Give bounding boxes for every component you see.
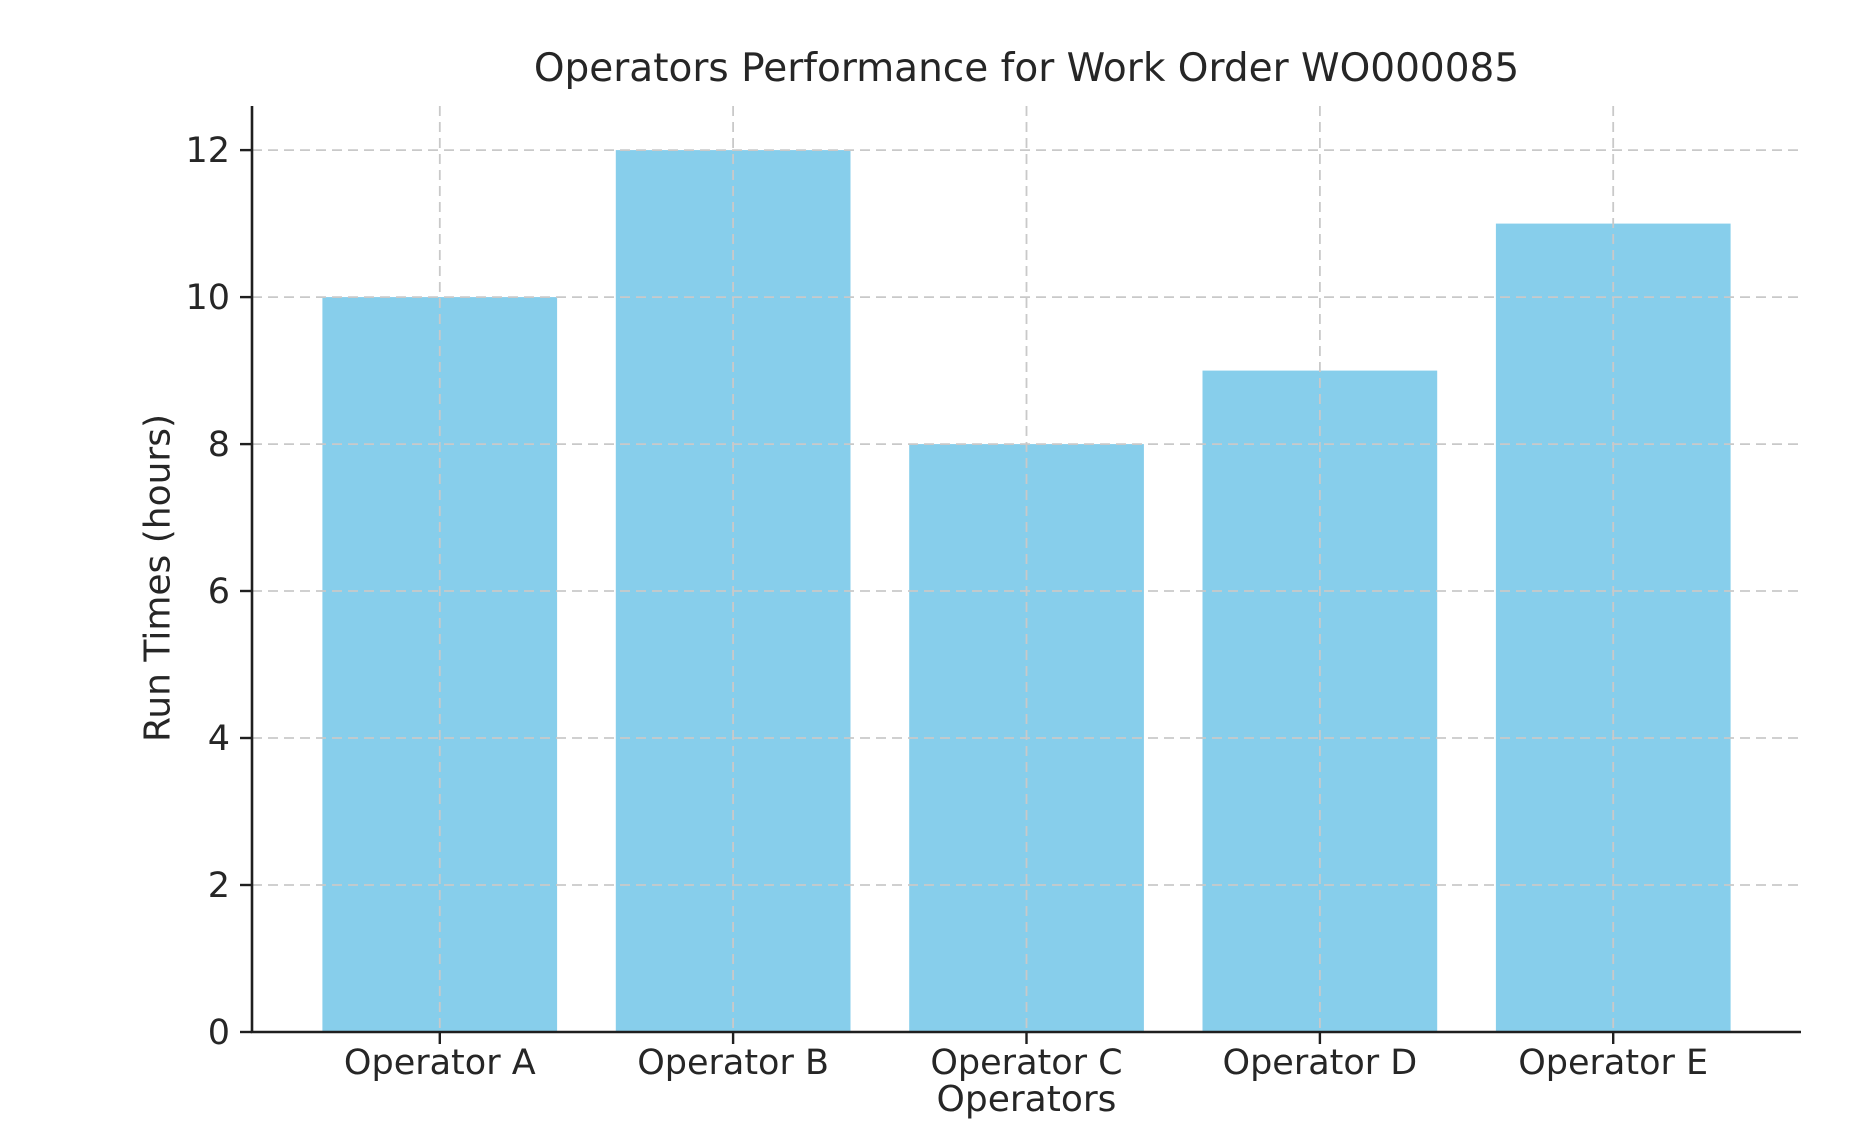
x-tick-label: Operator D [1223, 1043, 1418, 1083]
y-tick-label: 8 [208, 425, 230, 465]
y-tick-label: 2 [208, 866, 230, 906]
bar-operator-a [322, 297, 558, 1033]
tick-marks [240, 148, 1615, 1044]
tick-labels: 0 2 4 6 8 10 12 Operator A Operator B Operator C O… [185, 131, 1708, 1083]
chart-title: Operators Performance for Work Order WO0… [533, 46, 1520, 91]
x-axis-label: Operators [936, 1079, 1117, 1120]
y-tick-label: 4 [208, 719, 230, 759]
x-tick-label: Operator C [930, 1043, 1122, 1083]
y-tick-label: 6 [208, 572, 230, 612]
x-tick-label: Operator A [344, 1043, 536, 1083]
y-tick-label: 12 [185, 131, 230, 171]
y-tick-label: 10 [185, 278, 230, 318]
x-tick-label: Operator E [1518, 1043, 1708, 1083]
x-tick-label: Operator B [637, 1043, 829, 1083]
gridlines [252, 106, 1801, 1032]
y-tick-label: 0 [208, 1013, 230, 1053]
